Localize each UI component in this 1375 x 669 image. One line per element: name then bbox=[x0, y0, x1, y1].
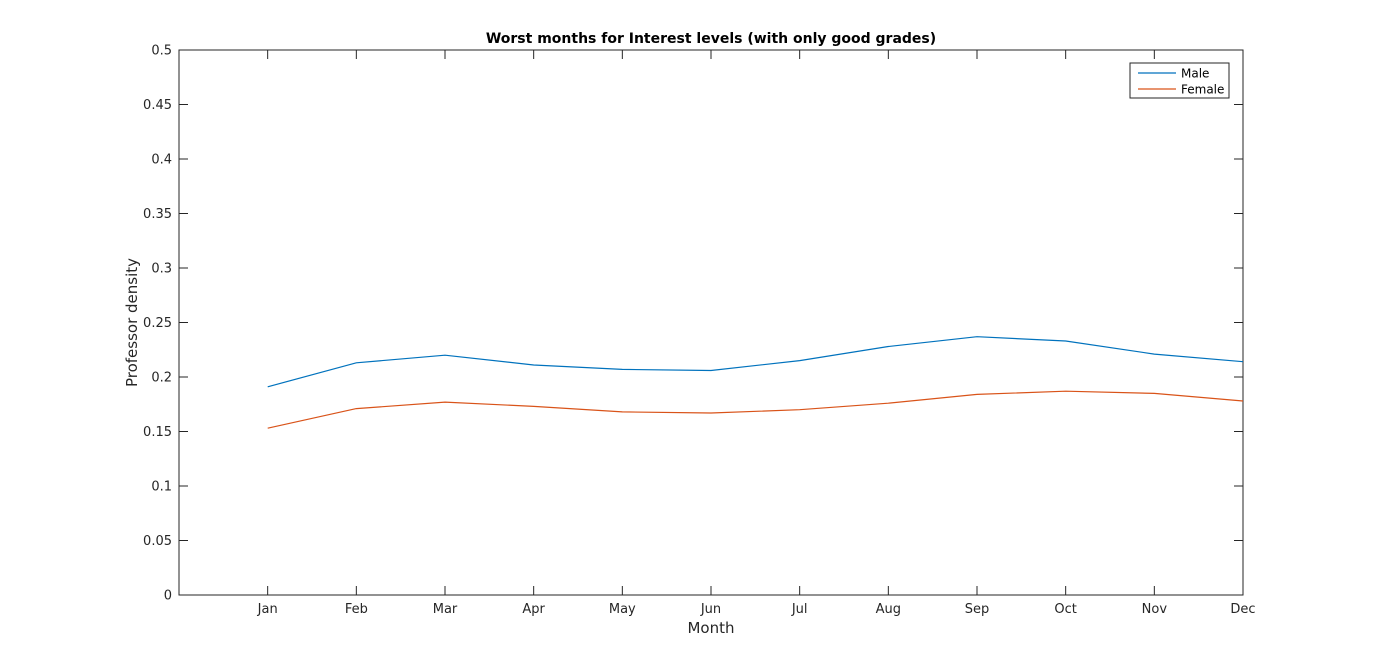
y-tick-label: 0.4 bbox=[151, 153, 172, 168]
y-tick-label: 0.2 bbox=[151, 371, 172, 386]
series-line-male bbox=[267, 336, 1244, 388]
plot-area bbox=[178, 49, 1244, 596]
y-axis-label: Professor density bbox=[123, 258, 141, 387]
y-tick-label: 0.5 bbox=[151, 44, 172, 59]
legend-label: Female bbox=[1181, 83, 1224, 97]
y-tick-label: 0.3 bbox=[151, 262, 172, 277]
y-tick-label: 0.25 bbox=[143, 316, 172, 331]
legend-label: Male bbox=[1181, 67, 1209, 81]
x-axis-label: Month bbox=[687, 619, 734, 637]
x-tick-label: May bbox=[609, 602, 636, 617]
y-tick-label: 0.45 bbox=[143, 98, 172, 113]
x-tick-label: Sep bbox=[965, 602, 990, 617]
y-axis: 0 0.05 0.1 0.15 0.2 0.25 0.3 0.35 0.4 0.45 0.5 bbox=[143, 44, 1243, 604]
x-tick-label: Oct bbox=[1054, 602, 1076, 617]
y-tick-label: 0.15 bbox=[143, 425, 172, 440]
chart-title: Worst months for Interest levels (with o… bbox=[486, 31, 936, 47]
x-tick-label: Dec bbox=[1230, 602, 1255, 617]
x-tick-label: Mar bbox=[433, 602, 458, 617]
x-tick-label: Feb bbox=[345, 602, 368, 617]
x-tick-label: Nov bbox=[1142, 602, 1168, 617]
y-tick-label: 0.05 bbox=[143, 534, 172, 549]
x-tick-label: Apr bbox=[522, 602, 545, 617]
series-lines bbox=[267, 336, 1244, 429]
x-tick-label: Jan bbox=[257, 602, 278, 617]
series-line-female bbox=[267, 390, 1244, 429]
x-tick-label: Jun bbox=[700, 602, 721, 617]
legend-box bbox=[1129, 62, 1230, 99]
y-tick-label: 0 bbox=[164, 589, 172, 604]
x-tick-label: Aug bbox=[876, 602, 901, 617]
x-axis: Jan Feb Mar Apr May Jun Jul Aug Sep Oct Nov Dec bbox=[257, 50, 1256, 617]
legend: Male Female bbox=[1129, 62, 1230, 99]
y-tick-label: 0.1 bbox=[151, 480, 172, 495]
y-tick-label: 0.35 bbox=[143, 207, 172, 222]
x-tick-label: Jul bbox=[791, 602, 808, 617]
